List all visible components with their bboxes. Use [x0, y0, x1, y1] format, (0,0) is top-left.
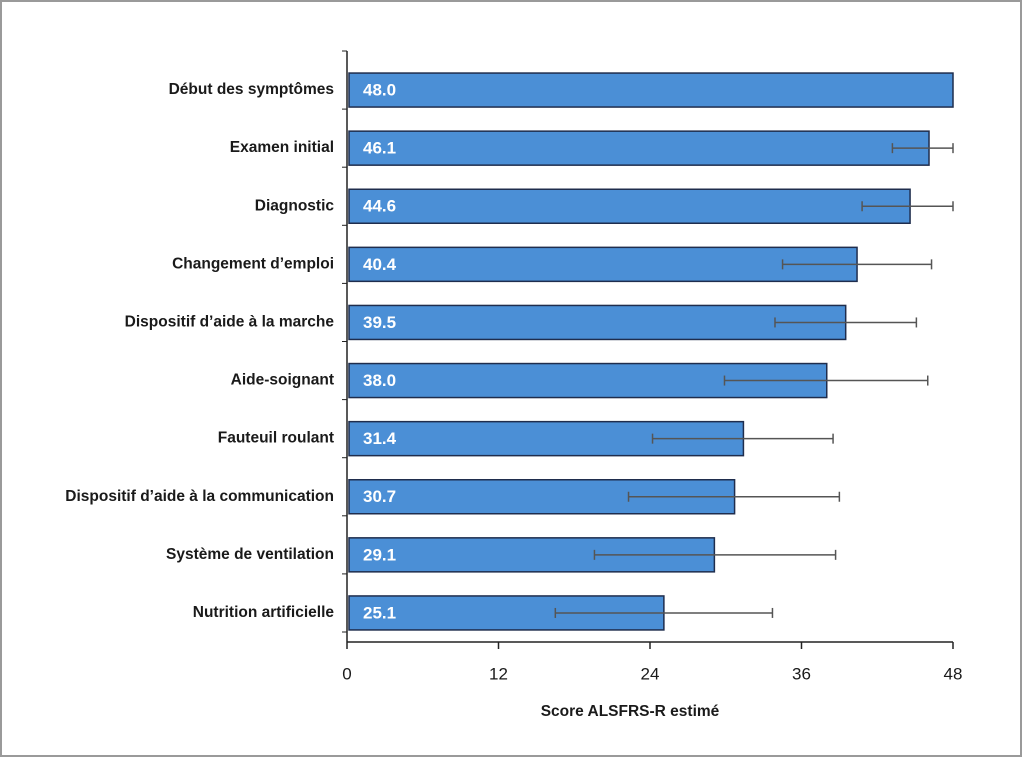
- category-label: Aide-soignant: [231, 372, 334, 389]
- x-tick-label: 0: [342, 664, 351, 683]
- value-label: 39.5: [363, 313, 396, 332]
- x-tick-label: 36: [792, 664, 811, 683]
- category-label: Dispositif d’aide à la communication: [65, 488, 334, 505]
- value-label: 46.1: [363, 139, 396, 158]
- category-label: Début des symptômes: [169, 81, 334, 98]
- error-bar: [774, 317, 918, 328]
- error-bar: [651, 433, 834, 444]
- error-bar: [593, 549, 837, 560]
- x-tick-label: 24: [641, 664, 660, 683]
- x-tick-label: 12: [489, 664, 508, 683]
- value-label: 29.1: [363, 545, 396, 564]
- value-label: 30.7: [363, 487, 396, 506]
- category-label: Examen initial: [230, 139, 334, 156]
- category-label: Changement d’emploi: [172, 255, 334, 272]
- value-label: 31.4: [363, 429, 397, 448]
- error-bar: [723, 375, 929, 386]
- error-bar: [891, 143, 954, 154]
- category-label: Système de ventilation: [166, 546, 334, 563]
- error-bar: [861, 201, 954, 212]
- bar: [348, 304, 847, 341]
- bar: [348, 130, 930, 166]
- x-axis-title: Score ALSFRS-R estimé: [541, 703, 720, 720]
- value-label: 48.0: [363, 81, 396, 100]
- value-label: 44.6: [363, 197, 396, 216]
- bar: [348, 72, 954, 108]
- category-label: Diagnostic: [255, 197, 335, 214]
- error-bar: [627, 491, 841, 502]
- x-tick-label: 48: [944, 664, 963, 683]
- category-label: Dispositif d’aide à la marche: [125, 314, 335, 331]
- value-label: 25.1: [363, 603, 396, 622]
- value-label: 38.0: [363, 371, 396, 390]
- category-label: Fauteuil roulant: [218, 430, 334, 447]
- bar: [348, 246, 858, 283]
- value-label: 40.4: [363, 255, 397, 274]
- bar: [348, 420, 745, 457]
- category-label: Nutrition artificielle: [193, 604, 335, 621]
- error-bar: [781, 259, 933, 270]
- error-bar: [554, 607, 774, 618]
- bar: [348, 188, 911, 224]
